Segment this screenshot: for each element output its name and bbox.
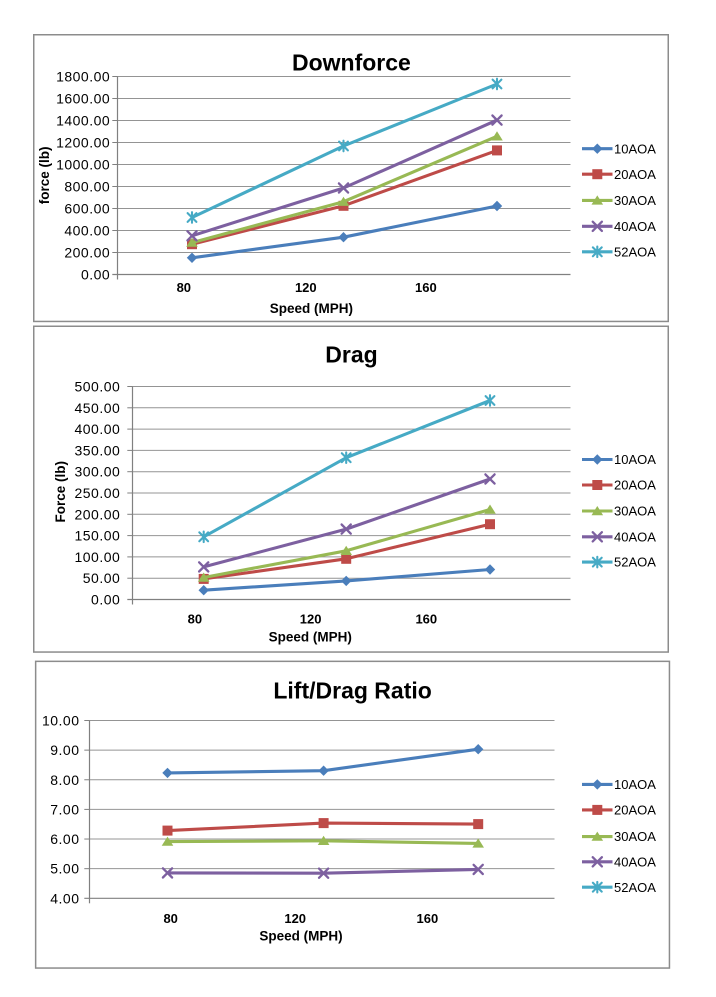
svg-text:9.00: 9.00 (50, 742, 79, 758)
svg-text:0.00: 0.00 (81, 267, 110, 283)
svg-text:1400.00: 1400.00 (56, 113, 110, 129)
svg-text:20AOA: 20AOA (614, 803, 656, 818)
svg-text:250.00: 250.00 (74, 485, 120, 501)
svg-text:1800.00: 1800.00 (56, 69, 110, 85)
svg-text:160: 160 (415, 280, 437, 295)
svg-text:5.00: 5.00 (50, 861, 79, 877)
svg-text:800.00: 800.00 (64, 179, 110, 195)
svg-text:8.00: 8.00 (50, 772, 79, 788)
svg-text:80: 80 (163, 911, 177, 926)
svg-text:30AOA: 30AOA (614, 504, 656, 519)
svg-text:300.00: 300.00 (74, 464, 120, 480)
svg-text:10AOA: 10AOA (614, 777, 656, 792)
svg-text:120: 120 (284, 911, 306, 926)
svg-text:450.00: 450.00 (74, 400, 120, 416)
svg-text:160: 160 (415, 612, 437, 627)
svg-text:Speed (MPH): Speed (MPH) (259, 928, 342, 943)
svg-text:10AOA: 10AOA (614, 452, 656, 467)
svg-text:200.00: 200.00 (64, 245, 110, 261)
svg-text:40AOA: 40AOA (614, 854, 656, 869)
svg-text:force (lb): force (lb) (37, 147, 52, 205)
svg-text:Downforce: Downforce (292, 50, 411, 76)
svg-text:40AOA: 40AOA (614, 219, 656, 234)
svg-text:52AOA: 52AOA (614, 244, 656, 259)
svg-text:120: 120 (300, 612, 322, 627)
svg-text:1600.00: 1600.00 (56, 91, 110, 107)
svg-text:52AOA: 52AOA (614, 555, 656, 570)
svg-text:1000.00: 1000.00 (56, 157, 110, 173)
svg-text:80: 80 (188, 612, 202, 627)
svg-text:100.00: 100.00 (74, 549, 120, 565)
svg-text:20AOA: 20AOA (614, 167, 656, 182)
svg-text:0.00: 0.00 (91, 592, 120, 608)
svg-text:Lift/Drag Ratio: Lift/Drag Ratio (273, 678, 431, 704)
svg-text:400.00: 400.00 (74, 421, 120, 437)
svg-text:20AOA: 20AOA (614, 478, 656, 493)
svg-text:30AOA: 30AOA (614, 829, 656, 844)
svg-text:120: 120 (295, 280, 317, 295)
svg-text:10AOA: 10AOA (614, 141, 656, 156)
svg-text:52AOA: 52AOA (614, 880, 656, 895)
svg-text:Speed (MPH): Speed (MPH) (269, 630, 352, 645)
svg-text:400.00: 400.00 (64, 223, 110, 239)
svg-text:10.00: 10.00 (42, 713, 80, 729)
svg-text:350.00: 350.00 (74, 442, 120, 458)
svg-text:6.00: 6.00 (50, 831, 79, 847)
svg-text:Speed (MPH): Speed (MPH) (270, 301, 353, 316)
svg-text:7.00: 7.00 (50, 801, 79, 817)
svg-text:40AOA: 40AOA (614, 529, 656, 544)
svg-text:600.00: 600.00 (64, 201, 110, 217)
svg-text:150.00: 150.00 (74, 528, 120, 544)
svg-text:200.00: 200.00 (74, 506, 120, 522)
svg-text:50.00: 50.00 (83, 570, 121, 586)
svg-text:Drag: Drag (325, 342, 377, 368)
svg-text:80: 80 (177, 280, 191, 295)
svg-text:4.00: 4.00 (50, 890, 79, 906)
svg-text:160: 160 (417, 911, 439, 926)
svg-text:500.00: 500.00 (74, 379, 120, 395)
svg-text:30AOA: 30AOA (614, 193, 656, 208)
svg-text:1200.00: 1200.00 (56, 135, 110, 151)
svg-text:Force (lb): Force (lb) (53, 461, 68, 523)
